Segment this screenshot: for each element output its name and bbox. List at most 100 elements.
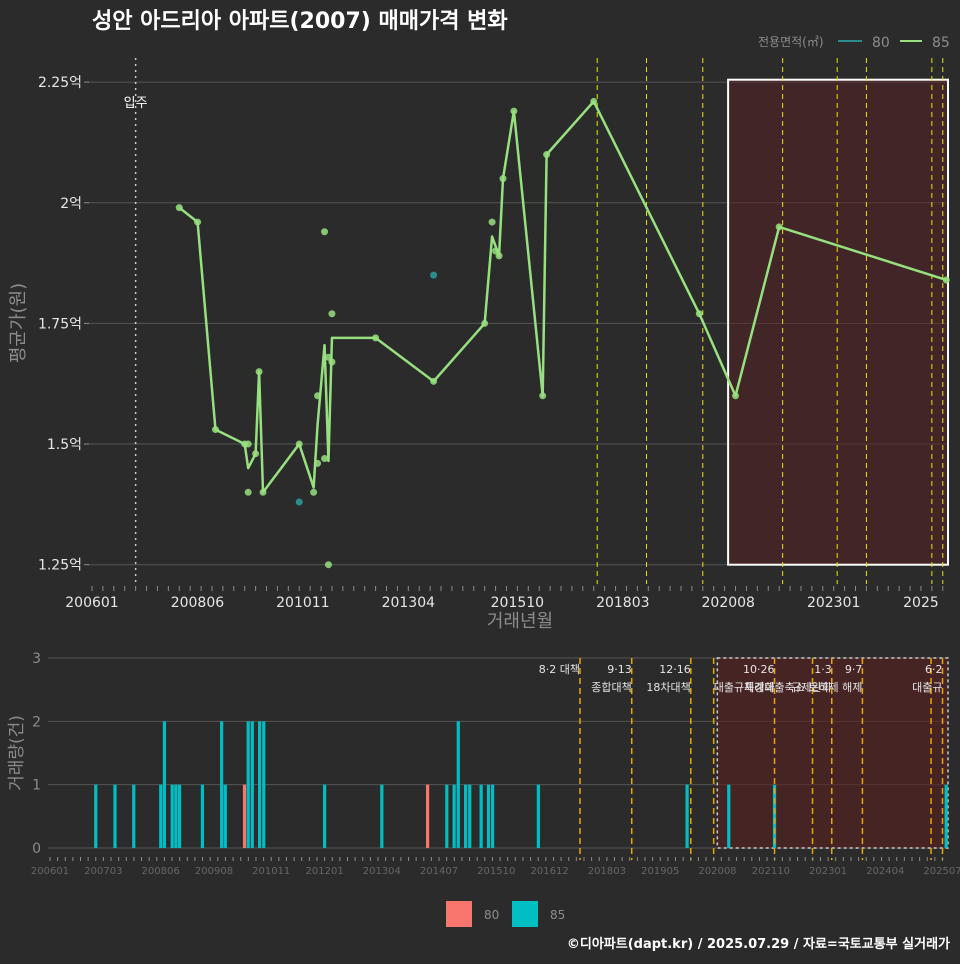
volume-bar-85	[200, 784, 205, 848]
series-85-point	[543, 151, 551, 159]
series-85-point	[244, 488, 252, 496]
volume-bar-85	[490, 784, 495, 848]
series-85-point	[321, 228, 329, 236]
policy-name-label: 종합대책	[591, 681, 631, 694]
volume-x-tick-label: 201201	[306, 866, 344, 877]
volume-bar-85	[468, 784, 472, 848]
series-85-point	[321, 455, 329, 463]
move-in-label: 입주	[124, 96, 148, 111]
series-85-point	[942, 276, 950, 284]
volume-x-tick-label: 200806	[142, 866, 180, 877]
policy-date-label: 9·7	[845, 663, 863, 676]
x-tick-label: 202008	[702, 595, 755, 611]
series-85-point	[314, 459, 322, 467]
volume-bar-85	[113, 784, 117, 848]
legend-label-85: 85	[932, 35, 950, 51]
series-85-point	[328, 358, 336, 366]
volume-x-tick-label: 201612	[531, 866, 569, 877]
volume-bar-85	[772, 784, 777, 848]
series-85-point	[175, 204, 183, 212]
volume-bar-85	[323, 784, 327, 848]
series-85-point	[430, 377, 438, 385]
series-85-point	[255, 368, 263, 376]
volume-bar-85	[174, 784, 178, 848]
series-85-point	[775, 223, 783, 231]
volume-x-tick-label: 201407	[420, 866, 458, 877]
volume-bar-85	[223, 784, 227, 848]
x-tick-label: 200806	[171, 595, 225, 611]
policy-name-label: 대출규제강화	[714, 681, 775, 694]
volume-y-tick-label: 0	[32, 841, 41, 857]
volume-x-tick-label: 202008	[698, 866, 736, 877]
volume-x-tick-label: 202507	[923, 866, 960, 877]
series-85-point	[244, 440, 252, 448]
x-tick-label: 2025	[903, 595, 939, 611]
volume-bar-85	[250, 721, 254, 848]
x-tick-label: 201304	[382, 595, 436, 611]
series-85-point	[314, 392, 322, 400]
policy-date-label: 12·16	[659, 663, 691, 676]
volume-bar-85	[262, 721, 266, 848]
x-tick-label: 201803	[596, 595, 649, 611]
x-tick-label: 201011	[276, 595, 329, 611]
volume-x-tick-label: 201803	[588, 866, 626, 877]
legend-bottom-swatch-85	[512, 901, 538, 927]
volume-x-tick-label: 201510	[477, 866, 515, 877]
volume-bar-85	[445, 784, 449, 848]
top-ylabel: 평균가(원)	[8, 283, 29, 363]
volume-bar-85	[685, 784, 689, 848]
volume-panel: 0 1 2 3 8·2 대책 9·13 종합대책 12·16 18차대책 10·26 대출규제강화 1…	[31, 651, 960, 877]
series-85-point	[324, 561, 332, 569]
volume-x-tick-label: 201905	[641, 866, 679, 877]
x-tick-label: 200601	[65, 595, 118, 611]
volume-y-tick-label: 3	[32, 651, 41, 667]
volume-y-tick-label: 1	[32, 778, 41, 794]
volume-highlight-box	[716, 657, 949, 849]
volume-bar-85	[486, 784, 491, 848]
volume-x-tick-label: 202404	[866, 866, 904, 877]
volume-bar-85	[170, 784, 174, 848]
x-tick-label: 202301	[807, 595, 860, 611]
series-85-point	[252, 450, 260, 458]
legend-bottom-label-85: 85	[550, 908, 565, 922]
volume-y-tick-label: 2	[32, 714, 41, 730]
volume-x-tick-label: 200703	[84, 866, 122, 877]
footer-credit: ©디아파트(dapt.kr) / 2025.07.29 / 자료=국토교통부 실…	[567, 936, 950, 952]
volume-bar-85	[944, 784, 948, 848]
series-85-point	[310, 488, 318, 496]
series-85-point	[499, 175, 507, 183]
series-80-point	[295, 498, 303, 506]
volume-x-tick-label: 200601	[31, 866, 69, 877]
policy-name-label: 18차대책	[646, 681, 690, 694]
volume-x-tick-label: 202301	[809, 866, 847, 877]
y-tick-label: 2.25억	[38, 75, 82, 91]
series-85-point	[324, 353, 332, 361]
policy-date-label: 10·26	[743, 663, 775, 676]
y-tick-label: 1.25억	[38, 558, 82, 574]
series-85-line	[178, 100, 947, 494]
volume-bar-85	[159, 784, 163, 848]
y-tick-label: 2억	[60, 196, 82, 212]
policy-date-label: 6·2	[925, 663, 943, 676]
series-85-point	[211, 426, 219, 434]
legend-bottom-label-80: 80	[484, 908, 499, 922]
volume-x-tick-label: 201304	[363, 866, 401, 877]
series-85-point	[194, 218, 202, 226]
volume-bar-85	[456, 721, 460, 848]
series-85-point	[510, 107, 518, 115]
volume-bar-85	[132, 784, 136, 848]
y-tick-label: 1.5억	[47, 437, 82, 453]
volume-bar-85	[727, 784, 731, 848]
x-tick-label: 201510	[491, 595, 544, 611]
policy-name-label: 규제완화	[791, 681, 831, 694]
volume-bar-85	[258, 721, 262, 848]
policy-date-label: 8·2 대책	[539, 663, 580, 676]
volume-bar-80	[425, 784, 430, 848]
bottom-ylabel: 거래량(건)	[7, 715, 27, 791]
series-85-point	[539, 392, 547, 400]
volume-x-tick-label: 201011	[252, 866, 290, 877]
volume-bar-85	[380, 784, 384, 848]
volume-x-tick-label: 200908	[195, 866, 233, 877]
